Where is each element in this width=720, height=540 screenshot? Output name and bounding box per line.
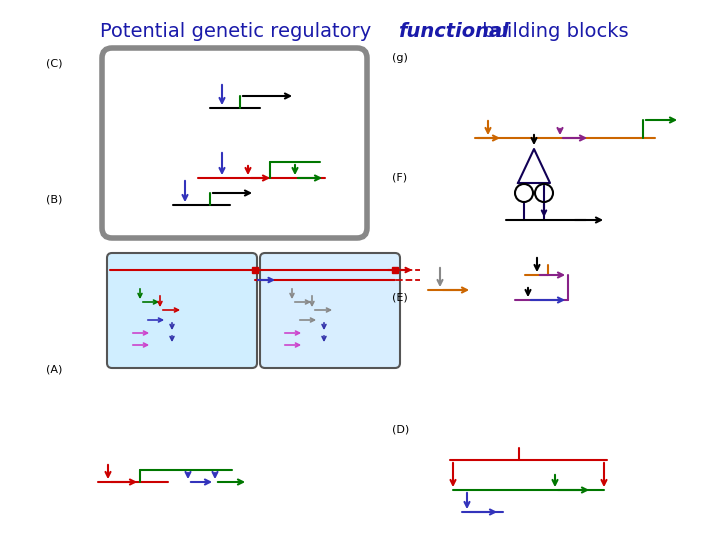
Text: (D): (D)	[392, 425, 409, 435]
FancyBboxPatch shape	[107, 253, 257, 368]
FancyBboxPatch shape	[102, 48, 367, 238]
Text: Potential genetic regulatory: Potential genetic regulatory	[100, 22, 377, 41]
Text: (F): (F)	[392, 173, 407, 183]
Text: (C): (C)	[46, 58, 63, 68]
FancyBboxPatch shape	[260, 253, 400, 368]
Text: (B): (B)	[46, 195, 63, 205]
Text: (E): (E)	[392, 293, 408, 303]
Text: (A): (A)	[46, 365, 63, 375]
Text: (g): (g)	[392, 53, 408, 63]
Text: functional: functional	[398, 22, 509, 41]
Text: building blocks: building blocks	[476, 22, 629, 41]
